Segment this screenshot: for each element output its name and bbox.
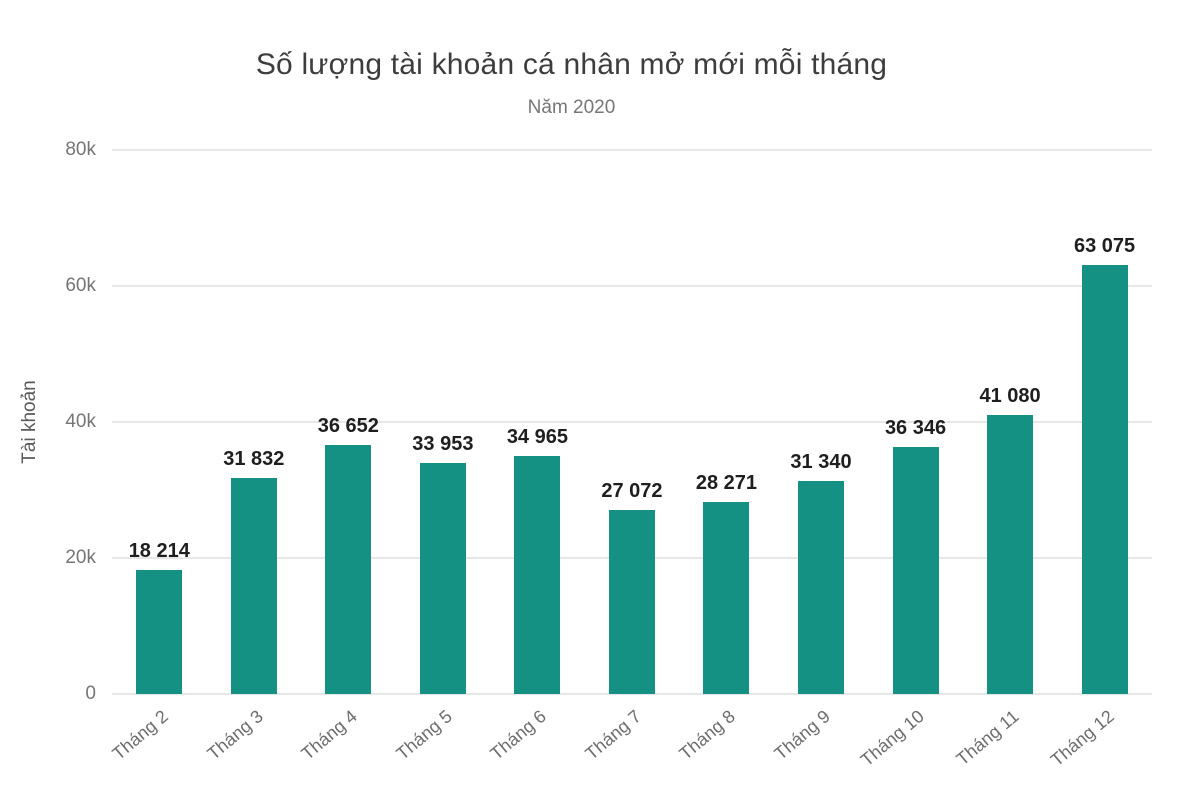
bar bbox=[608, 509, 655, 694]
bar-value-label: 63 075 bbox=[1074, 235, 1136, 258]
bar-value-label: 34 965 bbox=[506, 426, 568, 449]
y-tick-label: 40k bbox=[65, 411, 96, 432]
bar-value-label: 33 953 bbox=[412, 433, 474, 456]
y-tick-label: 0 bbox=[85, 683, 96, 704]
bar-group: 63 075 Tháng 12 bbox=[1046, 150, 1135, 770]
bar bbox=[514, 456, 561, 694]
bar-group: 34 965 Tháng 6 bbox=[487, 150, 568, 764]
bar bbox=[1081, 265, 1128, 694]
y-tick-label: 20k bbox=[65, 547, 96, 568]
bar-value-label: 36 652 bbox=[317, 414, 379, 437]
bar bbox=[987, 414, 1034, 694]
y-tick-label: 80k bbox=[65, 139, 96, 160]
x-axis-label: Tháng 4 bbox=[297, 706, 362, 764]
x-axis-label: Tháng 10 bbox=[857, 706, 929, 771]
bar-group: 33 953 Tháng 5 bbox=[392, 150, 473, 764]
bar-value-label: 27 072 bbox=[601, 479, 663, 502]
x-axis-label: Tháng 11 bbox=[952, 706, 1023, 770]
gridline bbox=[112, 149, 1152, 151]
x-axis-label: Tháng 3 bbox=[203, 706, 267, 764]
bar-group: 36 346 Tháng 10 bbox=[857, 150, 946, 770]
bar-value-label: 18 214 bbox=[128, 540, 190, 563]
bar-group: 28 271 Tháng 8 bbox=[676, 150, 757, 764]
x-axis-label: Tháng 8 bbox=[675, 706, 740, 764]
bar bbox=[703, 501, 750, 694]
gridline bbox=[112, 693, 1152, 695]
bar bbox=[325, 444, 372, 694]
bar-value-label: 36 346 bbox=[884, 416, 947, 439]
bar bbox=[136, 570, 183, 694]
x-axis-label: Tháng 12 bbox=[1046, 706, 1118, 771]
x-axis-label: Tháng 5 bbox=[392, 706, 456, 764]
x-axis-label: Tháng 7 bbox=[581, 706, 645, 764]
chart-title: Số lượng tài khoản cá nhân mở mới mỗi th… bbox=[255, 48, 888, 81]
chart-subtitle: Năm 2020 bbox=[527, 97, 616, 118]
bar-group: 31 832 Tháng 3 bbox=[203, 150, 284, 764]
bar-value-label: 31 832 bbox=[223, 447, 285, 470]
bar-group: 41 080 Tháng 11 bbox=[953, 150, 1041, 770]
y-axis-title: Tài khoản bbox=[19, 380, 40, 464]
bar bbox=[230, 477, 277, 694]
gridline bbox=[112, 285, 1152, 287]
y-tick-label: 60k bbox=[65, 275, 96, 296]
x-axis-label: Tháng 2 bbox=[108, 706, 173, 764]
bar-group: 27 072 Tháng 7 bbox=[581, 150, 662, 764]
bar-group: 31 340 Tháng 9 bbox=[770, 150, 851, 764]
plot-area: 0 20k 40k 60k 80k 18 214 Tháng 2 31 832 Tháng 3… bbox=[65, 139, 1152, 770]
bar bbox=[419, 463, 466, 694]
bar-group: 36 652 Tháng 4 bbox=[298, 150, 379, 764]
bar-value-label: 28 271 bbox=[695, 471, 758, 494]
bar-group: 18 214 Tháng 2 bbox=[109, 150, 190, 764]
gridline bbox=[112, 421, 1152, 423]
bar bbox=[797, 480, 844, 694]
bar-value-label: 31 340 bbox=[790, 450, 852, 473]
bar bbox=[892, 446, 939, 694]
x-axis-label: Tháng 6 bbox=[486, 706, 551, 764]
x-axis-label: Tháng 9 bbox=[770, 706, 834, 764]
bar-value-label: 41 080 bbox=[979, 384, 1041, 407]
